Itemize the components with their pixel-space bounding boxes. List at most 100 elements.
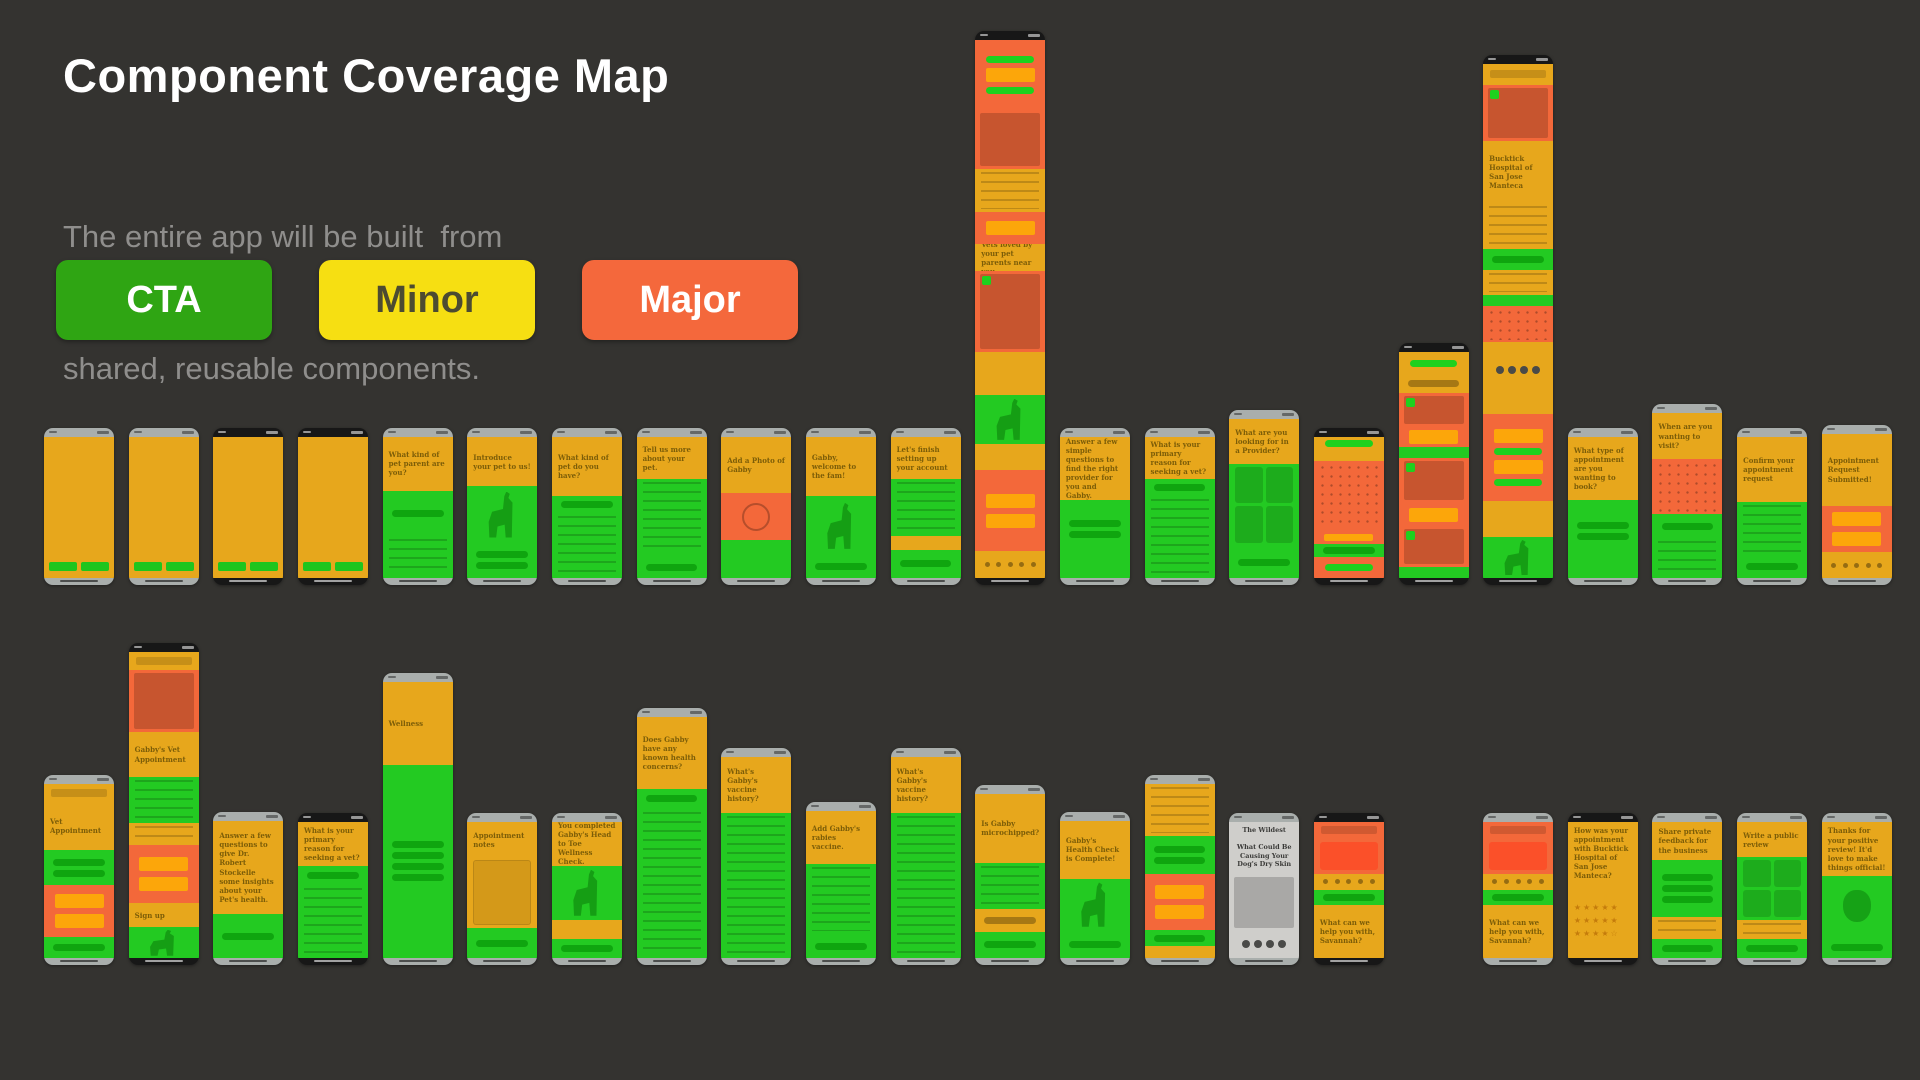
coverage-segment-minor: Gabby, welcome to the fam! xyxy=(805,437,876,497)
coverage-segment-minor xyxy=(1483,202,1554,250)
coverage-segment-minor xyxy=(1144,945,1215,959)
coverage-segment-major xyxy=(1652,459,1723,514)
coverage-segment-minor xyxy=(1398,374,1469,393)
photo-glyph xyxy=(1234,876,1295,928)
lines-glyph xyxy=(896,816,955,955)
home-indicator xyxy=(128,958,199,965)
home-indicator xyxy=(1652,958,1723,965)
lines-glyph xyxy=(1743,922,1802,936)
coverage-segment-minor xyxy=(975,169,1046,213)
gbtn-glyph xyxy=(250,562,279,572)
pill-glyph xyxy=(391,852,444,860)
status-bar xyxy=(975,785,1046,794)
phone-mockup: The Wildest What Could Be Causing Your Do… xyxy=(1229,813,1300,965)
phone-screen: What are you looking for in a Provider? xyxy=(1229,419,1300,578)
coverage-segment-major xyxy=(1313,460,1384,532)
subtitle-line-1: The entire app will be built from xyxy=(63,219,503,255)
coverage-segment-cta xyxy=(721,539,792,578)
home-indicator xyxy=(382,958,453,965)
status-bar xyxy=(1313,813,1384,822)
gpill-glyph xyxy=(1494,479,1542,487)
home-indicator xyxy=(1483,958,1554,965)
status-bar xyxy=(1059,428,1130,437)
phone-mockup: Answer a few simple questions to find th… xyxy=(1059,428,1130,585)
phone-screen: Gabby, welcome to the fam! xyxy=(805,437,876,578)
phone-mockup: What is your primary reason for seeking … xyxy=(1144,428,1215,585)
status-bar xyxy=(1059,812,1130,821)
status-bar xyxy=(805,802,876,811)
bar-glyph xyxy=(1320,826,1377,835)
pill-glyph xyxy=(1153,484,1206,492)
home-indicator xyxy=(213,958,284,965)
status-bar xyxy=(44,428,114,437)
coverage-segment-cta xyxy=(128,777,199,824)
pill-glyph xyxy=(1830,943,1883,951)
phone-screen xyxy=(1313,437,1384,578)
coverage-segment-minor xyxy=(213,555,284,578)
phone-mockup: What's Gabby's vaccine history? xyxy=(721,748,792,965)
screen-heading: Bucktick Hospital of San Jose Manteca xyxy=(1489,153,1533,191)
badge-glyph xyxy=(1842,890,1871,923)
coverage-segment-minor: Gabby's Health Check is Complete! xyxy=(1059,821,1130,879)
phone-screen: Bucktick Hospital of San Jose Manteca xyxy=(1483,64,1554,579)
ybox-glyph xyxy=(1409,507,1458,522)
dots-glyph xyxy=(1656,461,1719,512)
phone-mockup: How was your appointment with Bucktick H… xyxy=(1567,813,1638,965)
coverage-segment-cta xyxy=(382,490,453,536)
coverage-segment-minor: Introduce your pet to us! xyxy=(467,437,538,487)
home-indicator xyxy=(128,578,199,585)
coverage-segment-minor: Add Gabby's rabies vaccine. xyxy=(805,811,876,864)
home-indicator xyxy=(1313,578,1384,585)
legend-major-button[interactable]: Major xyxy=(582,260,798,340)
btn2-glyph xyxy=(44,562,114,572)
ybox-glyph xyxy=(1832,512,1882,527)
phone-screen: Gabby's Health Check is Complete! xyxy=(1059,821,1130,959)
phone-mockup xyxy=(1144,775,1215,965)
redbox-glyph xyxy=(1319,842,1378,870)
phone-screen: Add Gabby's rabies vaccine. xyxy=(805,811,876,958)
bar-glyph xyxy=(135,657,192,666)
phone-mockup: Tell us more about your pet. xyxy=(636,428,707,585)
phone-screen: What type of appointment are you wanting… xyxy=(1567,437,1638,578)
coverage-segment-cta xyxy=(1229,546,1300,578)
status-bar xyxy=(213,428,284,437)
dog-glyph xyxy=(1081,882,1106,927)
coverage-segment-cta xyxy=(805,934,876,958)
coverage-segment-minor xyxy=(975,908,1046,932)
phone-mockup: Vet Appointment xyxy=(44,775,114,965)
coverage-segment-cta xyxy=(1483,889,1554,905)
coverage-segment-major xyxy=(1483,822,1554,839)
bar-glyph xyxy=(51,788,107,797)
lines-glyph xyxy=(303,887,362,955)
coverage-segment-minor: Is Gabby microchipped? xyxy=(975,794,1046,863)
screen-heading: What's Gabby's vaccine history? xyxy=(727,766,759,804)
coverage-segment-major xyxy=(1144,874,1215,931)
coverage-segment-minor: What's Gabby's vaccine history? xyxy=(890,757,961,814)
screen-heading: Answer a few questions to give Dr. Rober… xyxy=(219,831,274,904)
pill-glyph xyxy=(307,871,359,879)
phone-mockup: What can we help you with, Savannah? xyxy=(1313,813,1384,965)
bigbox-glyph xyxy=(473,860,532,926)
status-bar xyxy=(1821,813,1892,822)
legend-cta-button[interactable]: CTA xyxy=(56,260,272,340)
lines-glyph xyxy=(1743,504,1802,553)
phone-mockup xyxy=(297,428,368,585)
coverage-segment-cta xyxy=(1144,930,1215,946)
home-indicator xyxy=(297,578,368,585)
pill-glyph xyxy=(984,941,1037,949)
pill-glyph xyxy=(53,944,105,952)
phone-mockup: Gabby's Vet Appointment Sign up xyxy=(128,643,199,965)
dog-glyph xyxy=(488,491,513,538)
status-bar xyxy=(297,813,368,822)
page-title: Component Coverage Map xyxy=(63,49,670,102)
coverage-segment-major xyxy=(1483,413,1554,501)
coverage-segment-minor xyxy=(44,555,114,578)
coverage-segment-minor xyxy=(975,443,1046,471)
coverage-segment-minor xyxy=(297,555,368,578)
coverage-segment-cta xyxy=(1059,556,1130,579)
home-indicator xyxy=(1483,578,1554,585)
legend-minor-button[interactable]: Minor xyxy=(319,260,535,340)
photogsq-glyph xyxy=(980,274,1041,350)
grid4-glyph xyxy=(1235,466,1294,544)
coverage-segment-cta xyxy=(636,808,707,958)
